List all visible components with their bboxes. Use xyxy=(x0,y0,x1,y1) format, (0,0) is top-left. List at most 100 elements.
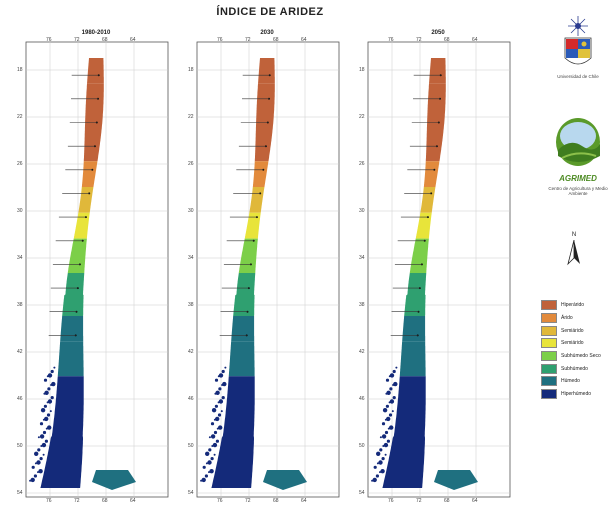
island-shape xyxy=(211,445,214,447)
island-shape xyxy=(216,427,219,430)
latitude-tick-label: 50 xyxy=(188,443,194,449)
tierra-del-fuego xyxy=(263,470,307,490)
island-shape xyxy=(372,477,377,483)
island-shape xyxy=(47,387,51,391)
map-svg xyxy=(196,41,340,498)
city-marker xyxy=(76,287,79,290)
island-shape xyxy=(215,390,220,395)
legend-swatch xyxy=(541,376,557,387)
longitude-tick-label: 76 xyxy=(217,37,223,43)
island-shape xyxy=(205,451,210,456)
longitude-tick-label: 68 xyxy=(273,37,279,43)
island-shape xyxy=(46,413,51,417)
legend-label: Semiárido xyxy=(561,327,584,334)
panel-title: 2050 xyxy=(431,30,445,36)
island-shape xyxy=(221,384,224,386)
island-shape xyxy=(33,474,37,478)
island-shape xyxy=(384,418,387,421)
island-shape xyxy=(381,422,386,426)
longitude-tick-label: 72 xyxy=(416,37,422,43)
island-shape xyxy=(218,425,223,430)
legend-swatch xyxy=(541,389,557,400)
island-shape xyxy=(211,408,217,413)
island-shape xyxy=(389,387,393,391)
island-shape xyxy=(207,460,212,465)
island-shape xyxy=(40,445,43,447)
panel-title: 2030 xyxy=(260,30,274,36)
map-panel-2030: 2030 76 76 72 72 68 68 64 64 18 22 26 30 34 38 42 46 50 5… xyxy=(187,30,347,505)
island-shape xyxy=(386,416,391,422)
island-shape xyxy=(46,401,49,404)
latitude-tick-label: 30 xyxy=(188,208,194,214)
aridity-zone xyxy=(404,273,427,316)
island-shape xyxy=(215,439,219,443)
aridity-zone xyxy=(211,376,255,488)
island-shape xyxy=(49,410,52,413)
map-title: ÍNDICE DE ARIDEZ xyxy=(216,6,324,18)
map-svg xyxy=(25,41,169,498)
legend-item: Subhúmedo Seco xyxy=(541,350,601,363)
legend-label: Semiárido xyxy=(561,340,584,347)
aridity-zone xyxy=(233,273,256,316)
latitude-tick-label: 42 xyxy=(188,349,194,355)
longitude-tick-label: 76 xyxy=(388,498,394,504)
island-shape xyxy=(40,408,46,413)
aridity-zone xyxy=(57,341,84,377)
longitude-tick-label: 68 xyxy=(444,37,450,43)
island-shape xyxy=(381,457,385,461)
island-shape xyxy=(221,369,225,374)
aridity-zone xyxy=(40,376,84,488)
latitude-tick-label: 18 xyxy=(188,67,194,73)
longitude-tick-label: 64 xyxy=(130,37,136,43)
north-arrow: N xyxy=(566,232,582,268)
map-panel-1980-2010: 1980-2010 76 76 72 72 68 68 64 64 18 22 26 30 34 38 42… xyxy=(16,30,176,505)
city-marker xyxy=(247,287,250,290)
island-shape xyxy=(38,469,43,474)
island-shape xyxy=(213,418,216,421)
latitude-tick-label: 26 xyxy=(17,161,23,167)
island-shape xyxy=(46,375,49,378)
island-shape xyxy=(50,369,54,374)
latitude-tick-label: 50 xyxy=(359,443,365,449)
island-shape xyxy=(37,471,39,474)
island-shape xyxy=(384,430,389,435)
island-shape xyxy=(31,465,35,469)
legend-label: Árido xyxy=(561,315,573,322)
longitude-tick-label: 76 xyxy=(217,498,223,504)
north-arrow-icon xyxy=(567,240,580,266)
island-shape xyxy=(34,451,39,456)
panel-title: 1980-2010 xyxy=(81,30,111,36)
island-shape xyxy=(382,408,388,413)
island-shape xyxy=(36,460,41,465)
latitude-tick-label: 22 xyxy=(188,114,194,120)
aridity-zone xyxy=(429,58,446,84)
island-shape xyxy=(214,378,219,382)
map-panel-2050: 2050 76 76 72 72 68 68 64 64 18 22 26 30 34 38 42 46 50 5… xyxy=(358,30,518,505)
island-shape xyxy=(388,401,391,404)
legend: Hiperárido Árido Semiárido Semiárido Subhúme… xyxy=(541,299,601,401)
legend-item: Hiperárido xyxy=(541,299,601,312)
island-shape xyxy=(379,448,383,452)
island-shape xyxy=(210,422,215,426)
longitude-tick-label: 64 xyxy=(130,498,136,504)
latitude-tick-label: 26 xyxy=(188,161,194,167)
aridity-zone xyxy=(258,58,275,84)
latitude-tick-label: 50 xyxy=(17,443,23,449)
legend-label: Hiperhúmedo xyxy=(561,391,592,398)
latitude-tick-label: 34 xyxy=(17,255,23,261)
longitude-tick-label: 76 xyxy=(46,498,52,504)
island-shape xyxy=(393,381,398,387)
island-shape xyxy=(379,471,381,474)
island-shape xyxy=(371,479,374,482)
island-shape xyxy=(218,373,224,378)
university-seal-icon xyxy=(564,16,592,65)
island-shape xyxy=(378,460,383,465)
north-label: N xyxy=(571,232,577,238)
island-shape xyxy=(39,457,43,461)
legend-swatch xyxy=(541,325,557,336)
aridity-zone xyxy=(81,161,98,187)
island-shape xyxy=(47,425,52,430)
island-shape xyxy=(395,366,398,369)
longitude-tick-label: 64 xyxy=(301,37,307,43)
city-marker xyxy=(416,334,419,337)
